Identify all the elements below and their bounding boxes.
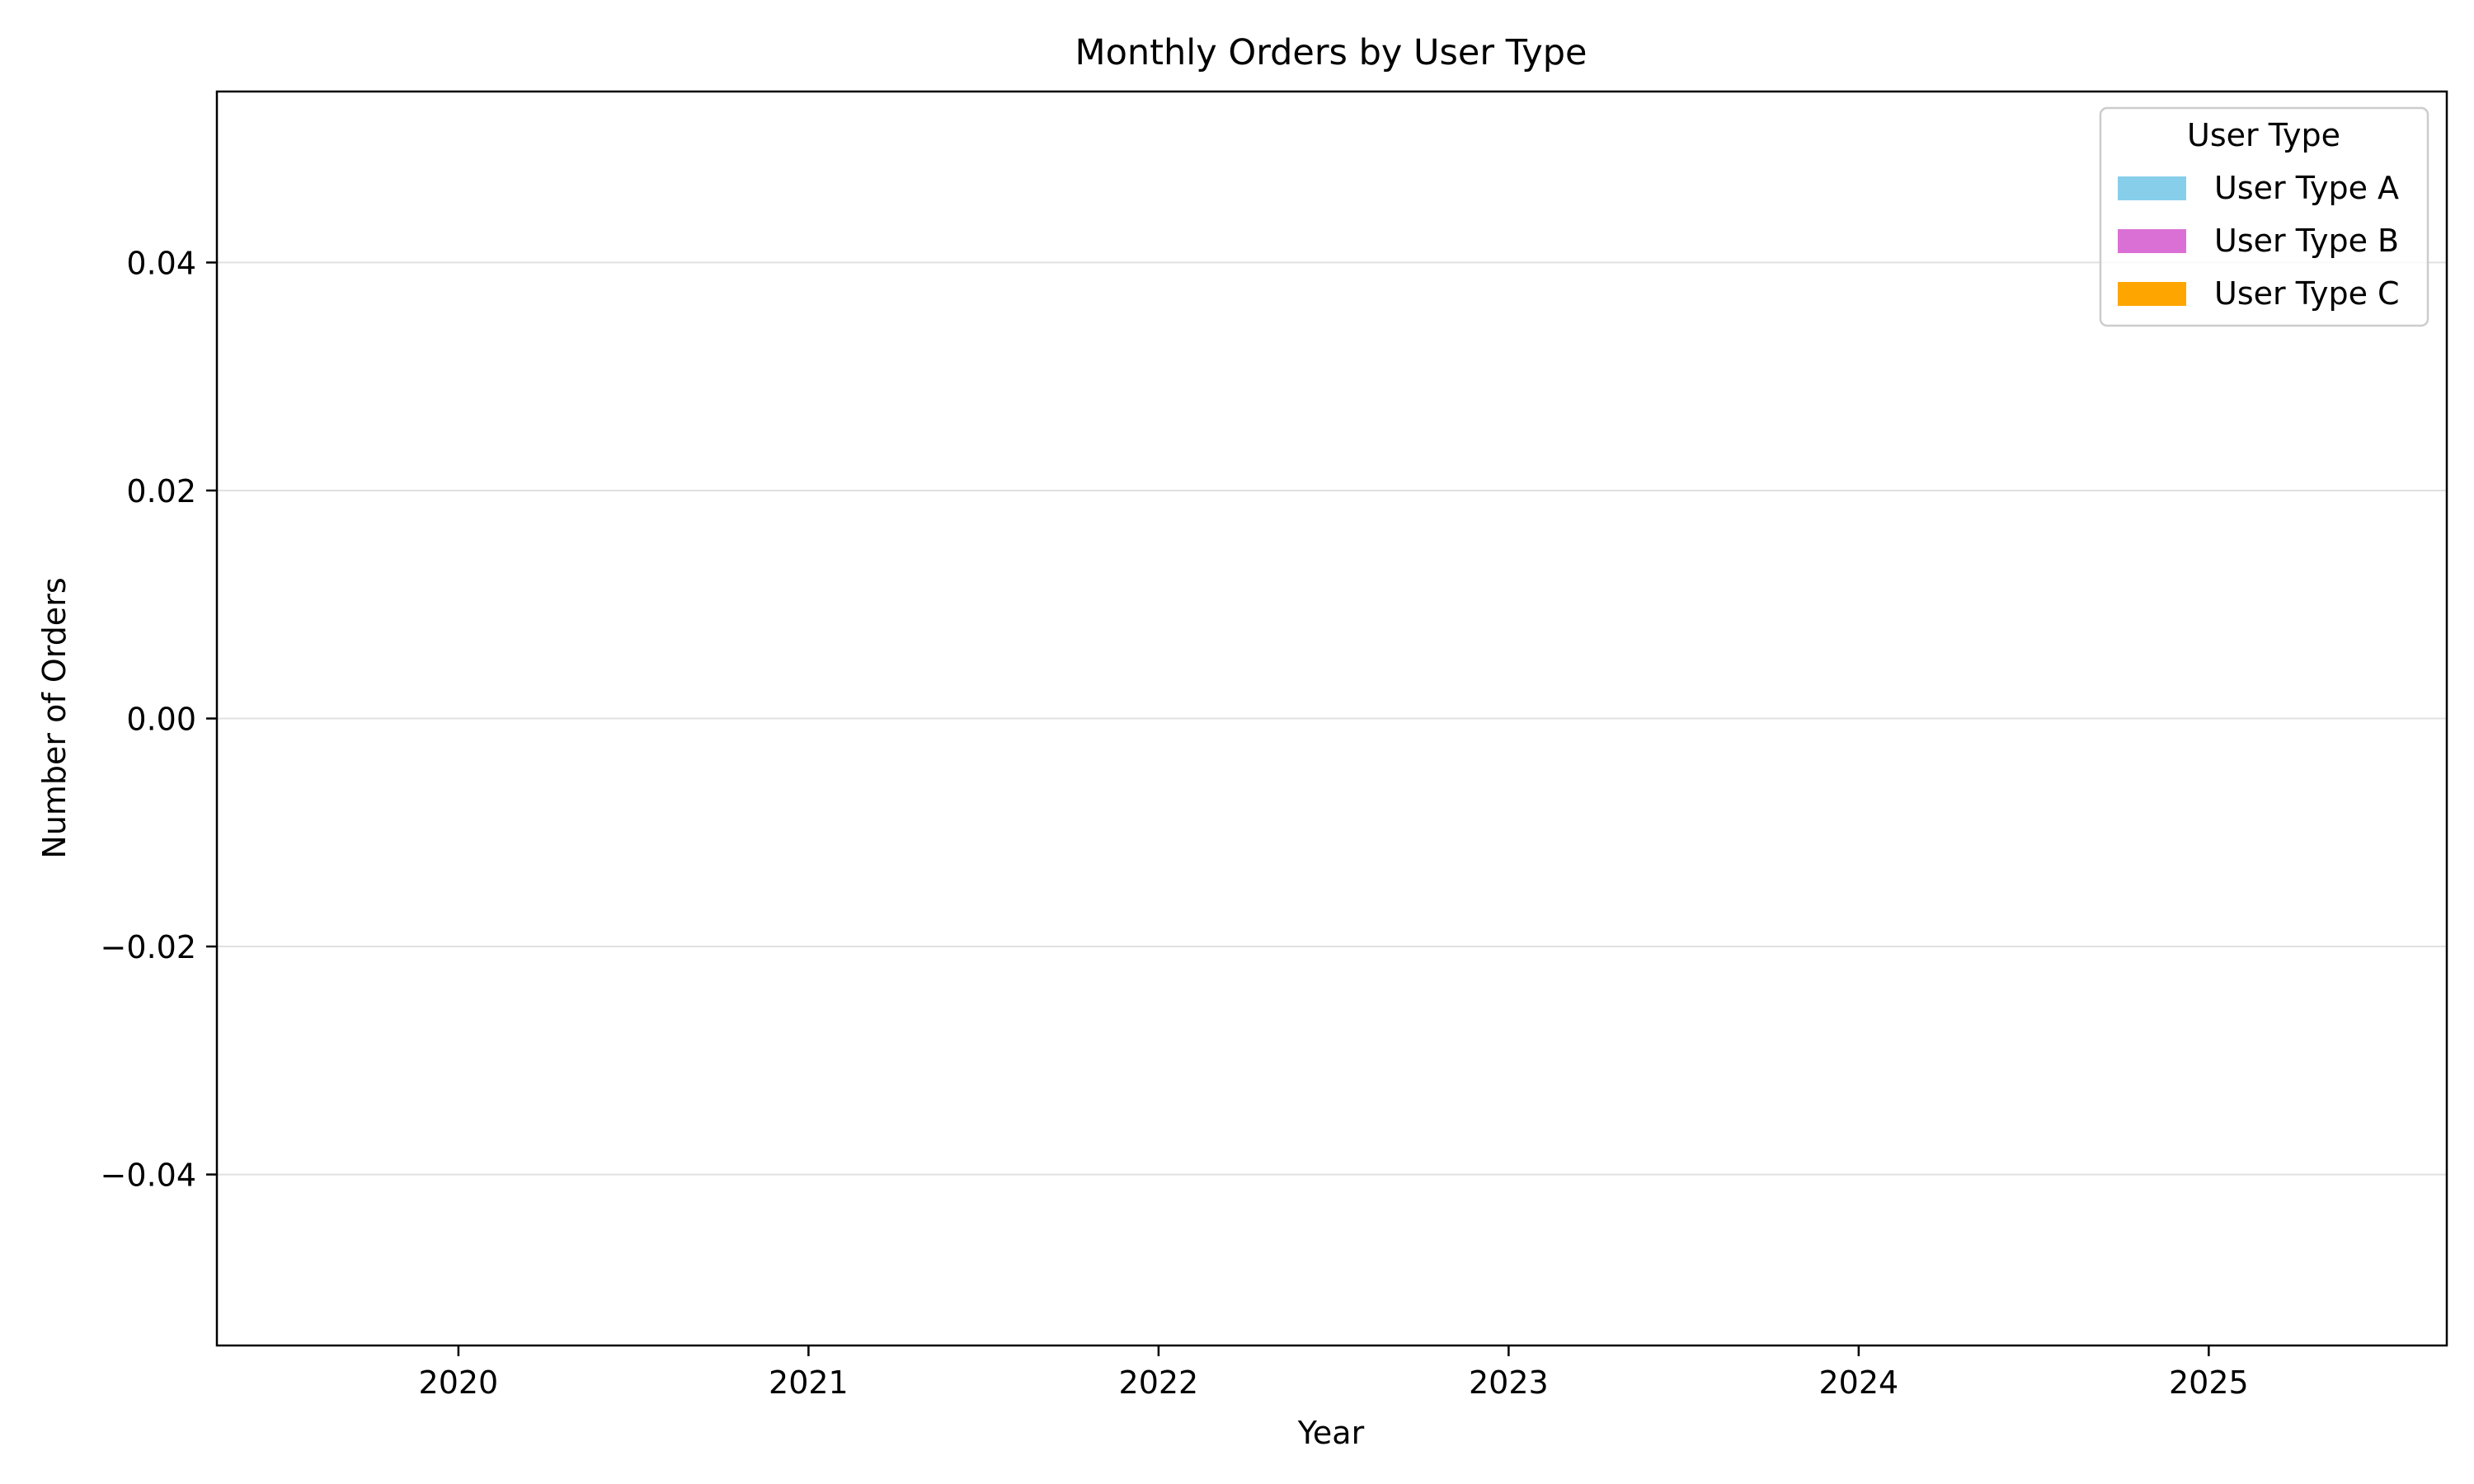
y-tick-label: 0.04 bbox=[126, 245, 196, 281]
x-axis-ticks: 2020 2021 2022 2023 2024 2025 bbox=[419, 1345, 2249, 1401]
legend-swatch bbox=[2118, 176, 2186, 200]
chart-title: Monthly Orders by User Type bbox=[1075, 32, 1587, 73]
legend-title: User Type bbox=[2187, 117, 2340, 153]
legend-label: User Type B bbox=[2214, 223, 2399, 259]
y-axis-ticks: −0.04 −0.02 0.00 0.02 0.04 bbox=[101, 245, 217, 1194]
x-tick-label: 2023 bbox=[1469, 1364, 1549, 1401]
x-axis-label: Year bbox=[1297, 1415, 1365, 1451]
x-tick-label: 2020 bbox=[419, 1364, 499, 1401]
y-tick-label: 0.00 bbox=[126, 702, 196, 738]
legend-swatch bbox=[2118, 282, 2186, 306]
x-tick-label: 2024 bbox=[1818, 1364, 1898, 1401]
y-tick-label: −0.04 bbox=[101, 1158, 196, 1194]
legend-box bbox=[2099, 106, 2429, 327]
legend-label: User Type C bbox=[2214, 275, 2400, 312]
y-tick-label: 0.02 bbox=[126, 473, 196, 510]
grid-lines bbox=[217, 261, 2447, 1176]
legend-label: User Type A bbox=[2214, 170, 2399, 206]
legend-items: User Type A User Type B User Type C bbox=[2118, 170, 2400, 312]
y-tick-label: −0.02 bbox=[101, 929, 196, 965]
x-tick-label: 2021 bbox=[769, 1364, 849, 1401]
x-tick-label: 2025 bbox=[2169, 1364, 2249, 1401]
y-axis-label: Number of Orders bbox=[36, 577, 73, 858]
x-tick-label: 2022 bbox=[1119, 1364, 1199, 1401]
legend-swatch bbox=[2118, 229, 2186, 253]
